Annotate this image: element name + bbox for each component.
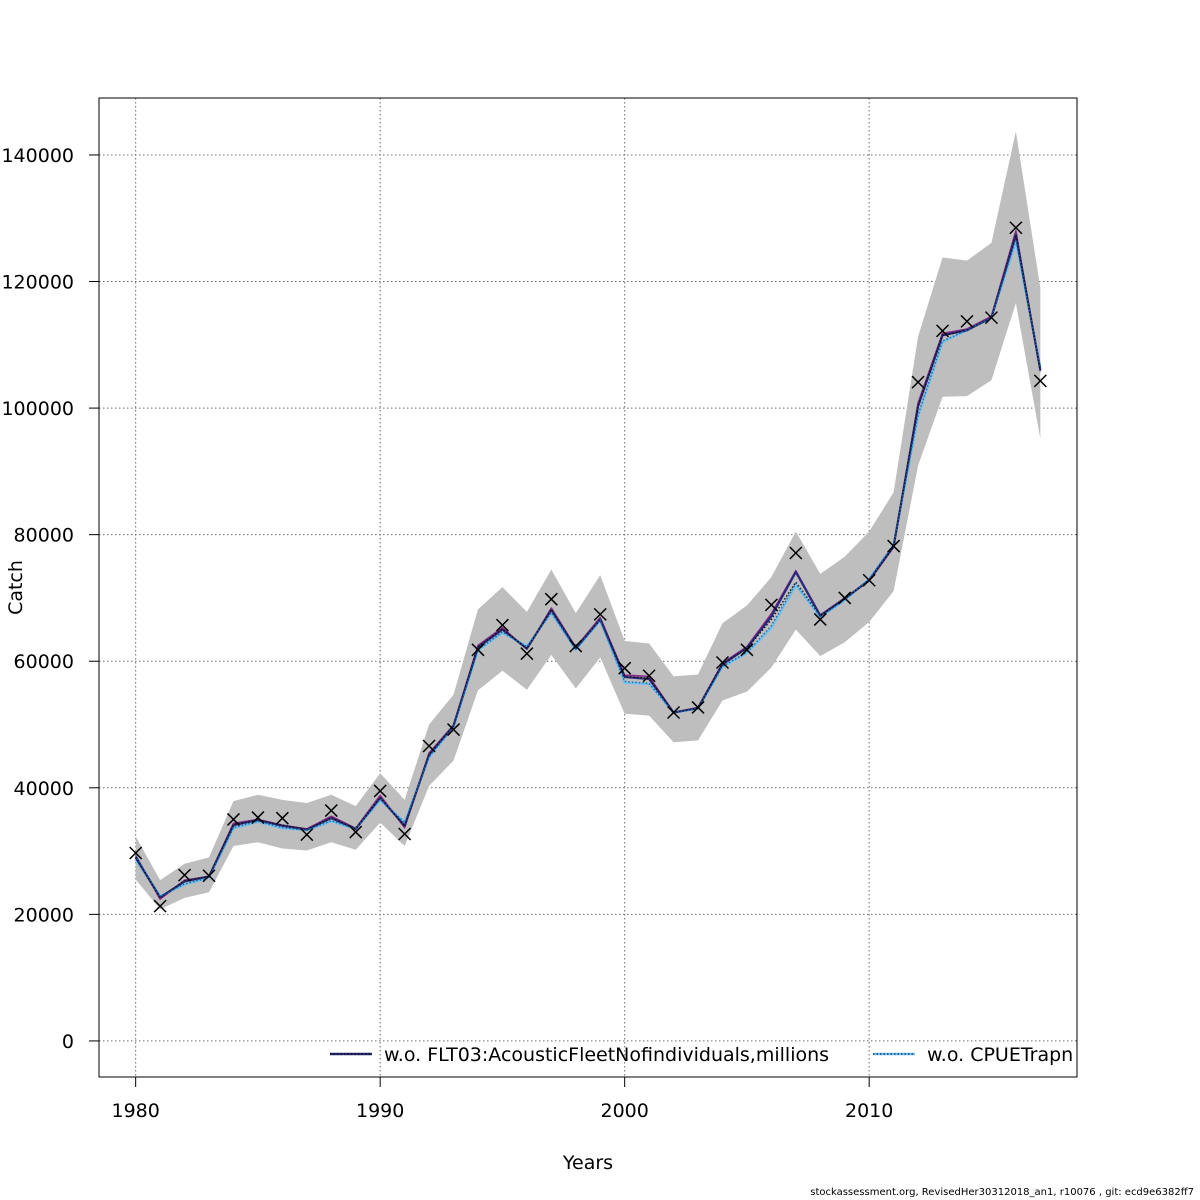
x-tick-label: 1990 [356,1100,404,1122]
observed-point [544,592,558,606]
y-tick-label: 40000 [14,778,74,800]
observed-point [838,591,852,605]
grid-lines [99,98,1077,1077]
observed-point [935,324,950,338]
observed-point [593,607,607,621]
legend: w.o. FLT03:AcousticFleetNofindividuals,m… [330,1044,1073,1066]
x-tick-label: 2010 [845,1100,893,1122]
x-axis-title: Years [562,1152,613,1174]
observed-point [422,739,436,753]
series-line-dotted-1 [135,233,1042,899]
plot-frame [98,97,1078,1078]
observed-point [349,825,363,839]
observed-point [764,598,778,612]
observed-point [862,573,876,587]
confidence-band-group [135,131,1041,910]
series-line-dotted-2 [135,239,1042,898]
observed-point [226,812,241,826]
observed-point [1033,374,1047,388]
y-tick-label: 0 [62,1031,74,1053]
legend-label-series-1: w.o. FLT03:AcousticFleetNofindividuals,m… [384,1044,829,1066]
observed-point [887,539,901,553]
observed-point [642,669,656,683]
observed-point [740,643,754,657]
observed-point [1009,221,1023,235]
observed-point [911,375,925,389]
footer-credit: stockassessment.org, RevisedHer30312018_… [810,1187,1194,1198]
y-axis: 0 20000 40000 60000 80000 100000 120000 140000 [1,145,100,1053]
y-tick-label: 100000 [1,398,74,420]
observed-point [813,612,827,626]
observed-point [300,828,314,842]
observed-point [251,811,265,825]
observed-point [471,643,485,657]
y-tick-label: 120000 [1,272,74,294]
observed-point [178,868,192,882]
observed-point [715,655,730,670]
observed-point [667,705,681,720]
observed-point [984,311,998,325]
y-axis-title: Catch [5,560,27,615]
confidence-band [135,131,1041,910]
observed-point [569,639,583,653]
legend-label-series-2: w.o. CPUETrapn [927,1044,1073,1066]
y-tick-label: 140000 [1,145,74,167]
y-tick-label: 80000 [14,525,74,547]
observed-point [446,723,461,737]
y-tick-label: 60000 [14,651,74,673]
x-axis: 1980 1990 2000 2010 [111,1076,893,1122]
observed-point [520,647,534,661]
observed-point [398,827,412,841]
observed-point [153,899,167,913]
observed-point [495,618,509,632]
y-tick-label: 20000 [14,904,74,926]
observed-point [275,811,289,825]
x-tick-label: 1980 [111,1100,159,1122]
observed-point [960,314,974,328]
observed-point [691,700,705,714]
observed-point [618,661,632,675]
observed-point [789,546,803,560]
observed-point [324,804,338,818]
x-tick-label: 2000 [600,1100,648,1122]
observed-point [202,869,216,883]
observed-markers-group [129,221,1047,913]
observed-point [373,784,387,798]
observed-point [129,846,143,860]
